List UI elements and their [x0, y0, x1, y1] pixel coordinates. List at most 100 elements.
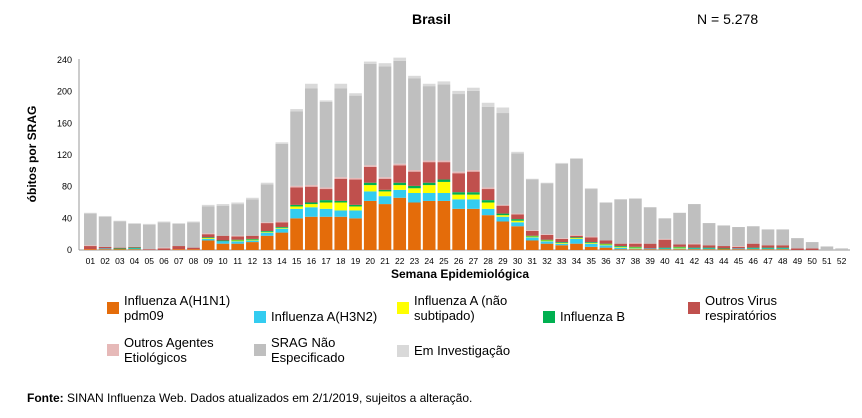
bar-segment [349, 210, 362, 219]
x-tick-label: 43 [704, 256, 714, 266]
x-tick-label: 24 [424, 256, 434, 266]
legend-label: Influenza A(H3N2) [271, 309, 378, 324]
bar-segment [511, 153, 524, 214]
legend-item-inv: Em Investigação [397, 343, 510, 358]
bar-segment [629, 246, 642, 248]
bar-segment [467, 208, 480, 250]
bar-segment [540, 182, 554, 184]
legend-label: Outros Agentes Etiológicos [124, 335, 214, 365]
bar-segment [673, 248, 686, 250]
bar-segment [201, 204, 215, 207]
x-tick-label: 29 [498, 256, 508, 266]
bar-segment [378, 196, 392, 205]
x-tick-label: 25 [439, 256, 449, 266]
bar-segment [687, 248, 701, 250]
x-tick-label: 15 [292, 256, 302, 266]
bar-segment [481, 102, 495, 107]
bar-segment [408, 202, 421, 250]
bar-segment [290, 218, 303, 250]
bar-segment [378, 189, 392, 192]
bar-segment [422, 193, 436, 201]
bar-segment [290, 187, 303, 205]
x-tick-label: 28 [483, 256, 493, 266]
bar-segment [525, 231, 539, 236]
bar-segment [275, 222, 289, 228]
bar-segment [570, 158, 583, 235]
bar-segment [791, 248, 804, 250]
bar-segment [496, 113, 510, 205]
x-tick-label: 16 [307, 256, 317, 266]
bar-segment [467, 194, 480, 200]
bar-segment [746, 249, 760, 250]
bar-segment [525, 178, 539, 180]
bar-segment [408, 193, 421, 203]
bar-segment [614, 246, 628, 248]
bar-segment [393, 189, 407, 198]
x-tick-label: 51 [822, 256, 832, 266]
bar-segment [172, 249, 186, 250]
bar-segment [658, 247, 672, 249]
bar-segment [629, 242, 642, 244]
bar-segment [732, 249, 745, 250]
bar-segment [349, 206, 362, 211]
bar-segment [776, 247, 790, 249]
bar-segment [393, 163, 407, 166]
bar-segment [481, 189, 495, 201]
bar-segment [246, 235, 259, 239]
bar-segment [246, 242, 259, 250]
bar-segment [658, 238, 672, 240]
bar-segment [201, 240, 215, 250]
bar-segment [334, 88, 348, 178]
x-tick-label: 22 [395, 256, 405, 266]
x-tick-label: 13 [262, 256, 272, 266]
bar-segment [746, 226, 760, 244]
bar-segment [216, 243, 230, 250]
bar-segment [467, 170, 480, 172]
x-tick-label: 19 [351, 256, 361, 266]
bar-segment [334, 216, 348, 250]
x-tick-label: 02 [100, 256, 110, 266]
bar-group [84, 57, 848, 251]
bar-segment [319, 187, 333, 190]
bar-segment [481, 202, 495, 209]
bar-segment [555, 242, 569, 243]
x-axis-label: Semana Epidemiológica [391, 267, 529, 281]
bar-segment [157, 247, 171, 249]
x-tick-label: 30 [513, 256, 523, 266]
bar-segment [496, 204, 510, 206]
bar-segment [614, 246, 628, 247]
bar-segment [113, 247, 127, 249]
bar-segment [260, 231, 274, 233]
y-tick-label: 40 [62, 213, 72, 223]
bar-segment [629, 248, 642, 250]
bar-segment [157, 222, 171, 248]
bar-segment [408, 78, 421, 171]
bar-segment [614, 247, 628, 250]
bar-segment [791, 238, 804, 249]
legend-swatch [107, 302, 119, 314]
bar-segment [570, 235, 583, 238]
bar-segment [614, 243, 628, 247]
bar-segment [467, 87, 480, 91]
bar-segment [290, 204, 303, 207]
bar-segment [275, 232, 289, 250]
bar-segment [231, 202, 245, 205]
bar-segment [172, 246, 186, 250]
bar-segment [437, 84, 451, 161]
bar-segment [687, 249, 701, 250]
bar-segment [98, 248, 112, 250]
bar-segment [260, 223, 274, 231]
x-tick-label: 09 [203, 256, 213, 266]
bar-segment [201, 234, 215, 238]
bar-segment [746, 248, 760, 250]
bar-segment [658, 218, 672, 239]
legend-label: Influenza A (não subtipado) [414, 293, 508, 323]
bar-segment [304, 185, 318, 187]
bar-segment [452, 90, 465, 95]
legend-item-oae: Outros Agentes Etiológicos [107, 335, 214, 365]
bar-segment [643, 207, 657, 244]
bar-segment [422, 83, 436, 87]
legend-label: Outros Virus respiratórios [705, 293, 778, 323]
bar-segment [525, 179, 539, 231]
bar-segment [437, 200, 451, 250]
